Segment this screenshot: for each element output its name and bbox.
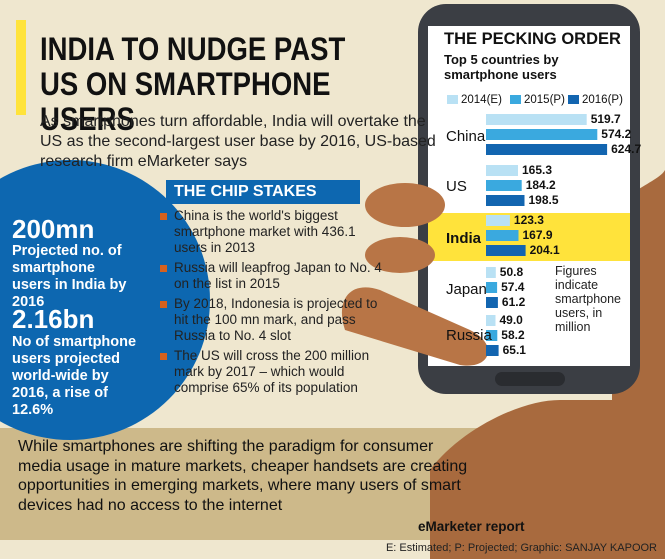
chip-item: By 2018, Indonesia is projected to hit t… xyxy=(160,296,385,344)
bar-japan-2014e xyxy=(486,267,496,278)
legend-item-2014: 2014(E) xyxy=(447,94,502,106)
chip-item: Russia will leapfrog Japan to No. 4 on t… xyxy=(160,260,385,292)
thumb-shape xyxy=(341,287,489,366)
bar-china-2016p xyxy=(486,144,608,155)
bar-india-2015p xyxy=(486,230,519,241)
intro-text: As smartphones turn affordable, India wi… xyxy=(40,113,436,170)
value-label: 167.9 xyxy=(522,228,553,242)
bar-us-2014e xyxy=(486,165,518,176)
chip-stakes-title: THE CHIP STAKES xyxy=(166,180,360,204)
value-label: 49.0 xyxy=(499,313,523,327)
stat-circle xyxy=(0,160,210,440)
bar-japan-2016p xyxy=(486,297,498,308)
value-label: 184.2 xyxy=(525,178,556,192)
value-label: 50.8 xyxy=(499,265,524,279)
category-label-india: India xyxy=(446,230,482,247)
bar-us-2016p xyxy=(486,195,525,206)
bullet-icon xyxy=(160,301,167,308)
bar-us-2015p xyxy=(486,180,522,191)
value-label: 204.1 xyxy=(529,243,560,257)
accent-bar xyxy=(16,20,26,115)
bar-china-2014e xyxy=(486,114,587,125)
legend-swatch xyxy=(510,95,521,104)
stat-number-india: 200mn xyxy=(12,214,95,244)
category-label-russia: Russia xyxy=(446,327,492,344)
chart-note: Figures indicate smartphone users, in mi… xyxy=(555,264,622,334)
value-label: 624.7 xyxy=(611,142,642,156)
chip-stakes-list: China is the world's biggest smartphone … xyxy=(160,208,385,400)
stat-number-world: 2.16bn xyxy=(12,304,95,334)
phone-screen xyxy=(428,26,630,366)
value-label: 65.1 xyxy=(502,343,526,357)
category-label-us: US xyxy=(446,178,467,195)
footer-text: While smartphones are shifting the parad… xyxy=(18,438,468,514)
bar-china-2015p xyxy=(486,129,598,140)
bar-russia-2014e xyxy=(486,315,496,326)
value-label: 58.2 xyxy=(501,328,525,342)
value-label: 123.3 xyxy=(513,213,544,227)
bullet-icon xyxy=(160,353,167,360)
legend-item-2015: 2015(P) xyxy=(510,94,565,106)
bar-india-2016p xyxy=(486,245,526,256)
page-title: INDIA TO NUDGE PAST US ON SMARTPHONE USE… xyxy=(40,31,346,137)
value-label: 519.7 xyxy=(590,112,621,126)
phone-home-button xyxy=(495,372,565,386)
legend-swatch xyxy=(568,95,579,104)
bar-india-2014e xyxy=(486,215,510,226)
chart-subtitle: Top 5 countries by smartphone users xyxy=(444,52,559,82)
bullet-icon xyxy=(160,213,167,220)
bar-russia-2016p xyxy=(486,345,499,356)
chip-item: The US will cross the 200 million mark b… xyxy=(160,348,385,396)
bar-russia-2015p xyxy=(486,330,498,341)
source-label: eMarketer report xyxy=(418,519,525,534)
legend-item-2016: 2016(P) xyxy=(568,94,623,106)
value-label: 574.2 xyxy=(601,127,632,141)
india-highlight xyxy=(428,213,630,261)
value-label: 198.5 xyxy=(528,193,559,207)
bullet-icon xyxy=(160,265,167,272)
value-label: 61.2 xyxy=(501,295,526,309)
stat-text-world: No of smartphone users projected world-w… xyxy=(12,334,137,418)
category-label-japan: Japan xyxy=(446,281,487,298)
bar-japan-2015p xyxy=(486,282,498,293)
chip-item: China is the world's biggest smartphone … xyxy=(160,208,385,256)
value-label: 57.4 xyxy=(501,280,525,294)
legend-swatch xyxy=(447,95,458,104)
value-label: 165.3 xyxy=(522,163,553,177)
finger-2 xyxy=(365,237,435,273)
finger-1 xyxy=(365,183,445,227)
chart-bars xyxy=(486,114,608,356)
hand-shape xyxy=(430,170,665,559)
chart-title: THE PECKING ORDER xyxy=(444,30,621,48)
category-label-china: China xyxy=(446,128,486,145)
stat-text-india: Projected no. of smartphone users in Ind… xyxy=(12,243,127,310)
notes-label: E: Estimated; P: Projected; Graphic: SAN… xyxy=(385,542,657,554)
